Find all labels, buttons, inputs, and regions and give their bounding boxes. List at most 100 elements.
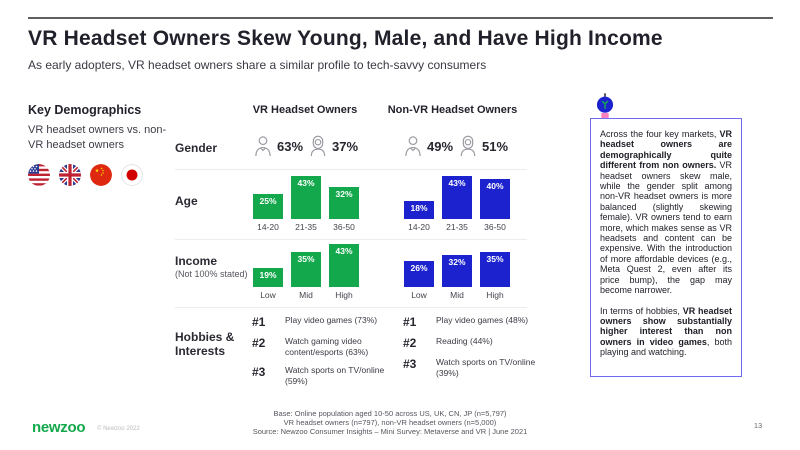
column-header-vr: VR Headset Owners [252,104,358,116]
gender-nonvr-male-value: 49% [427,138,454,154]
row-separator [175,239,527,240]
age-nonvr-bar-21-35: 43% 21-35 [442,176,472,232]
gender-nonvr-female: 51% [458,134,508,158]
hobby-item: #1 Play video games (73%) [252,315,402,329]
bar-category-label: 36-50 [484,222,506,232]
age-vr-chart: 25% 14-20 43% 21-35 32% 36-50 [253,176,359,232]
insight-paragraph: Across the four key markets, VR headset … [600,129,732,296]
hobby-item: #2 Reading (44%) [403,336,553,350]
page-subtitle: As early adopters, VR headset owners sha… [28,58,487,72]
source-note-line: Base: Online population aged 10-50 acros… [273,409,507,418]
age-row-label: Age [175,194,198,208]
bar-value-label: 43% [335,246,353,256]
bar-category-label: High [335,290,353,300]
female-icon [458,134,478,158]
column-header-nonvr: Non-VR Headset Owners [387,104,518,116]
hobby-text: Play video games (73%) [285,315,378,325]
income-vr-bar-Mid: 35% Mid [291,252,321,300]
gender-nonvr-male: 49% [403,134,453,158]
header-rule [28,17,773,19]
hobby-rank: #2 [403,336,417,350]
bar-value-label: 32% [448,257,466,267]
gender-vr-male-value: 63% [277,138,304,154]
bar-category-label: 21-35 [295,222,317,232]
bar-value-label: 43% [448,178,466,188]
bar-category-label: 36-50 [333,222,355,232]
source-note-line: VR headset owners (n=797), non-VR headse… [283,418,497,428]
bar-value-label: 43% [297,178,315,188]
hobby-item: #2 Watch gaming video content/esports (6… [252,336,402,358]
female-icon [308,134,328,158]
hobby-rank: #1 [403,315,417,329]
gender-row-label: Gender [175,141,218,155]
hobby-text: Watch sports on TV/online (59%) [285,365,385,387]
bar-value-label: 40% [486,181,504,191]
age-nonvr-bar-36-50: 40% 36-50 [480,179,510,232]
age-vr-bar-21-35: 43% 21-35 [291,176,321,232]
hobbies-nonvr-list: #1 Play video games (48%) #2 Reading (44… [403,315,553,379]
bar-category-label: Mid [450,290,464,300]
insight-text-box: Across the four key markets, VR headset … [590,118,742,377]
source-note-line: Source: Newzoo Consumer Insights – Mini … [252,427,528,437]
age-nonvr-chart: 18% 14-20 43% 21-35 40% 36-50 [404,176,510,232]
copyright-text: © Newzoo 2022 [97,426,140,432]
bar-value-label: 18% [410,203,428,213]
bar-value-label: 35% [486,254,504,264]
age-vr-bar-14-20: 25% 14-20 [253,194,283,232]
hobby-text: Watch sports on TV/online (39%) [436,357,536,379]
bar-category-label: Low [260,290,276,300]
hobby-item: #3 Watch sports on TV/online (59%) [252,365,402,387]
income-nonvr-bar-Low: 26% Low [404,261,434,300]
key-demographics-heading: Key Demographics [28,103,142,117]
bar-category-label: Low [411,290,427,300]
income-row-label: Income [175,254,218,268]
row-separator [175,169,527,170]
hobby-rank: #1 [252,315,266,329]
newzoo-logo: newzoo [32,419,86,436]
hobbies-row-label: Hobbies & Interests [175,330,235,358]
income-nonvr-bar-High: 35% High [480,252,510,300]
hobby-text: Reading (44%) [436,336,493,346]
page-number: 13 [753,421,763,430]
income-nonvr-chart: 26% Low 32% Mid 35% High [404,252,510,300]
bar-category-label: High [486,290,504,300]
row-separator [175,307,527,308]
bar-value-label: 25% [259,196,277,206]
male-icon [253,134,273,158]
gender-vr-female-value: 37% [332,138,359,154]
japan-flag-icon [121,164,143,186]
uk-flag-icon [59,164,81,186]
hobbies-vr-list: #1 Play video games (73%) #2 Watch gamin… [252,315,402,387]
source-note: Base: Online population aged 10-50 acros… [190,409,590,436]
insight-paragraph: In terms of hobbies, VR headset owners s… [600,305,732,358]
hobby-rank: #3 [252,365,266,380]
income-nonvr-bar-Mid: 32% Mid [442,255,472,300]
bar-value-label: 19% [259,270,277,280]
bar-category-label: 14-20 [257,222,279,232]
bar-value-label: 32% [335,189,353,199]
bar-category-label: 14-20 [408,222,430,232]
income-vr-bar-Low: 19% Low [253,268,283,300]
hobby-item: #1 Play video games (48%) [403,315,553,329]
gender-nonvr-female-value: 51% [482,138,509,154]
income-row-note: (Not 100% stated) [175,269,248,279]
key-demographics-description: VR headset owners vs. non-VR headset own… [28,124,167,151]
bar-category-label: Mid [299,290,313,300]
male-icon [403,134,423,158]
income-vr-chart: 19% Low 35% Mid 43% High [253,244,359,300]
gender-vr-male: 63% [253,134,303,158]
hobby-text: Watch gaming video content/esports (63%) [285,336,369,358]
hobby-rank: #2 [252,336,266,350]
age-vr-bar-36-50: 32% 36-50 [329,187,359,232]
hobby-rank: #3 [403,357,417,371]
hobby-item: #3 Watch sports on TV/online (39%) [403,357,553,379]
lightbulb-icon [594,93,616,126]
hobby-text: Play video games (48%) [436,315,529,325]
income-vr-bar-High: 43% High [329,244,359,300]
age-nonvr-bar-14-20: 18% 14-20 [404,201,434,232]
bar-value-label: 35% [297,254,315,264]
china-flag-icon [90,164,112,186]
bar-value-label: 26% [410,263,428,273]
page-title: VR Headset Owners Skew Young, Male, and … [28,27,663,50]
us-flag-icon [28,164,50,186]
